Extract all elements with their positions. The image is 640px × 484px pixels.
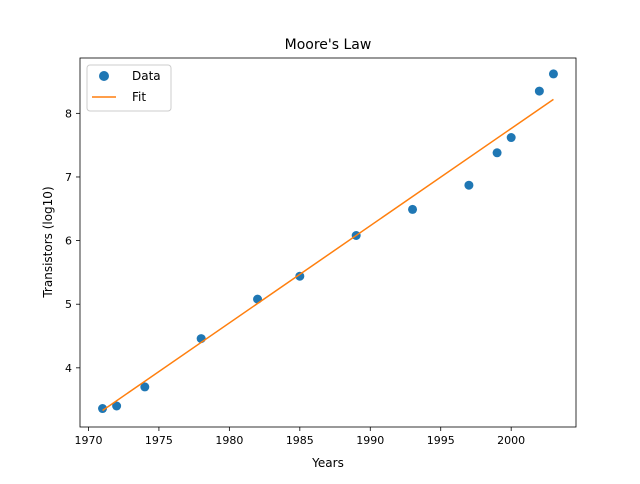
x-axis-label: Years (311, 456, 344, 470)
y-tick-label: 4 (65, 362, 72, 375)
data-point (408, 204, 418, 214)
data-point (98, 404, 108, 414)
x-axis-ticks: 1970 1975 1980 1985 1990 1995 2000 (74, 427, 525, 447)
x-tick-label: 1985 (286, 434, 314, 447)
legend-label-data: Data (132, 69, 161, 83)
legend-marker-data (99, 71, 109, 81)
data-point (548, 69, 558, 79)
data-point (112, 401, 122, 411)
data-point (253, 294, 263, 304)
x-tick-label: 1995 (427, 434, 455, 447)
x-tick-label: 1970 (74, 434, 102, 447)
y-tick-label: 5 (65, 298, 72, 311)
axes-frame (79, 57, 577, 428)
data-point (464, 180, 474, 190)
x-tick-label: 2000 (497, 434, 525, 447)
data-point (534, 86, 544, 96)
plot-area (80, 58, 576, 427)
series-line-fit (102, 98, 554, 412)
x-tick-label: 1990 (356, 434, 384, 447)
legend: Data Fit (86, 64, 172, 112)
chart-title: Moore's Law (285, 37, 372, 53)
y-axis-label: Transistors (log10) (41, 186, 55, 298)
data-point (506, 133, 516, 143)
legend-label-fit: Fit (132, 90, 146, 104)
data-point (140, 382, 150, 392)
data-point (492, 148, 502, 158)
series-layer (98, 69, 558, 414)
y-tick-label: 7 (65, 171, 72, 184)
x-tick-label: 1975 (145, 434, 173, 447)
x-tick-label: 1980 (215, 434, 243, 447)
y-tick-label: 6 (65, 235, 72, 248)
data-point (295, 271, 305, 281)
y-axis-ticks: 4 5 6 7 8 (65, 107, 80, 375)
y-tick-label: 8 (65, 107, 72, 120)
